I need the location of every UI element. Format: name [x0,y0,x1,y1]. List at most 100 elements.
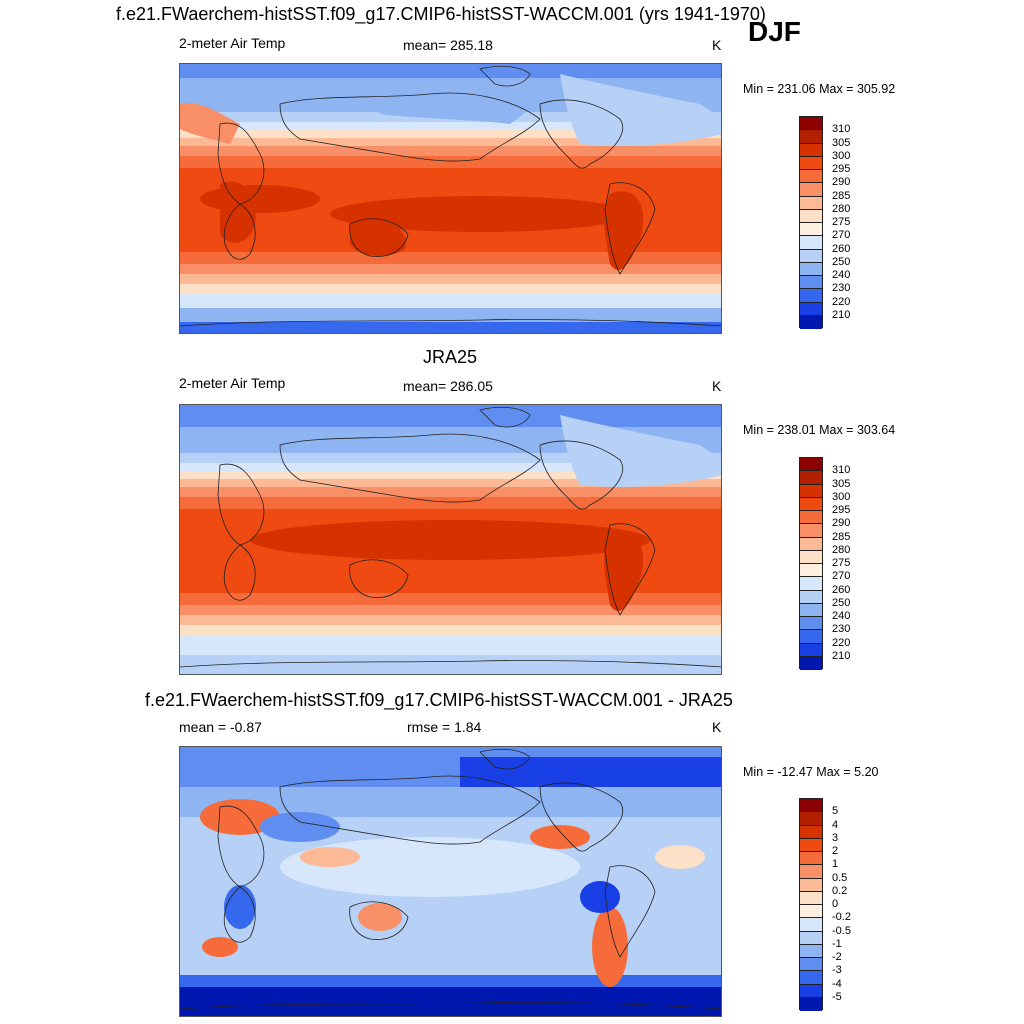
colorbar-tick-label: 295 [832,504,851,516]
panel3-map [179,746,722,1017]
panel1-mean: mean= 285.18 [403,37,493,53]
colorbar-swatch [800,891,822,905]
colorbar-tick-label: -0.5 [832,924,851,937]
colorbar-swatch [800,130,822,144]
panel1-minmax: Min = 231.06 Max = 305.92 [743,82,896,96]
colorbar-swatch [800,564,822,578]
panel1-units: K [712,37,722,53]
colorbar-swatch [800,223,822,237]
colorbar-swatch [800,918,822,932]
colorbar-swatch [800,603,822,617]
colorbar-tick-label: 220 [832,636,851,649]
colorbar-tick-label: 290 [832,176,851,189]
panel2-map-svg [180,405,721,674]
colorbar-tick-label: 210 [832,649,851,662]
panel3-subtitle: f.e21.FWaerchem-histSST.f09_g17.CMIP6-hi… [145,690,733,710]
colorbar-tick-label: 250 [832,596,851,609]
panel3-minmax: Min = -12.47 Max = 5.20 [743,765,879,779]
colorbar-swatch [800,617,822,631]
colorbar-swatch [800,865,822,879]
colorbar-swatch [800,209,822,223]
colorbar-tick-label: 280 [832,202,851,215]
season-label: DJF [748,16,801,47]
colorbar-swatch [800,997,822,1011]
colorbar-tick-label: 310 [832,123,851,136]
panel1-variable: 2-meter Air Temp [179,35,286,51]
colorbar-tick-label: 300 [832,149,851,162]
colorbar-swatch [800,643,822,657]
colorbar-swatch [800,825,822,839]
colorbar-swatch [800,262,822,276]
colorbar-swatch [800,799,822,813]
colorbar-swatch [800,117,822,131]
colorbar-swatch [800,289,822,303]
colorbar-swatch [800,276,822,290]
colorbar-tick-label: 310 [832,464,851,477]
colorbar-tick-label: 275 [832,216,851,228]
colorbar-swatch [800,497,822,511]
colorbar-swatch [800,143,822,157]
colorbar-tick-label: 1 [832,858,839,871]
colorbar-swatch [800,315,822,329]
colorbar-tick-label: 285 [832,530,851,543]
colorbar-tick-label: 230 [832,282,851,295]
colorbar-swatch [800,984,822,998]
colorbar-swatch [800,302,822,316]
panel2-subtitle: JRA25 [423,347,478,367]
panel1-map-svg [180,64,721,333]
colorbar-tick-label: 295 [832,163,851,175]
colorbar-tick-label: 5 [832,805,839,818]
colorbar-swatch [800,471,822,485]
colorbar-swatch [800,958,822,972]
colorbar-tick-label: -4 [832,977,842,990]
colorbar-swatch [800,458,822,472]
colorbar-swatch [800,249,822,263]
colorbar-tick-label: 0.5 [832,871,848,884]
colorbar-tick-label: -5 [832,990,842,1003]
colorbar-swatch [800,931,822,945]
colorbar-tick-label: 270 [832,229,851,242]
colorbar-swatch [800,852,822,866]
colorbar-swatch [800,878,822,892]
colorbar-swatch [800,511,822,525]
panel2-colorbar [799,457,823,670]
colorbar-tick-label: 210 [832,308,851,321]
figure-title: f.e21.FWaerchem-histSST.f09_g17.CMIP6-hi… [116,4,766,24]
panel1-map [179,63,722,334]
colorbar-swatch [800,484,822,498]
colorbar-swatch [800,971,822,985]
panel3-colorbar [799,798,823,1011]
colorbar-swatch [800,656,822,670]
colorbar-swatch [800,577,822,591]
colorbar-swatch [800,170,822,184]
colorbar-swatch [800,590,822,604]
colorbar-tick-label: 230 [832,623,851,636]
panel2-map [179,404,722,675]
colorbar-swatch [800,812,822,826]
panel2-mean: mean= 286.05 [403,378,493,394]
colorbar-tick-label: 0 [832,898,839,910]
colorbar-swatch [800,905,822,919]
panel3-rmse: rmse = 1.84 [407,719,482,735]
colorbar-tick-label: 260 [832,583,851,596]
colorbar-tick-label: 305 [832,477,851,490]
colorbar-tick-label: 300 [832,490,851,503]
panel2-minmax: Min = 238.01 Max = 303.64 [743,423,896,437]
colorbar-tick-label: 275 [832,557,851,569]
colorbar-tick-label: 305 [832,136,851,149]
colorbar-tick-label: -2 [832,951,842,963]
colorbar-tick-label: 240 [832,269,851,281]
colorbar-tick-label: 4 [832,818,839,831]
colorbar-tick-label: 270 [832,570,851,583]
panel3-units: K [712,719,722,735]
colorbar-swatch [800,630,822,644]
colorbar-tick-label: 290 [832,517,851,530]
panel3-map-svg [180,747,721,1016]
panel2-units: K [712,378,722,394]
colorbar-swatch [800,524,822,538]
colorbar-swatch [800,156,822,170]
panel2-variable: 2-meter Air Temp [179,375,286,391]
colorbar-tick-label: 2 [832,845,839,857]
panel3-mean: mean = -0.87 [179,719,262,735]
colorbar-swatch [800,537,822,551]
